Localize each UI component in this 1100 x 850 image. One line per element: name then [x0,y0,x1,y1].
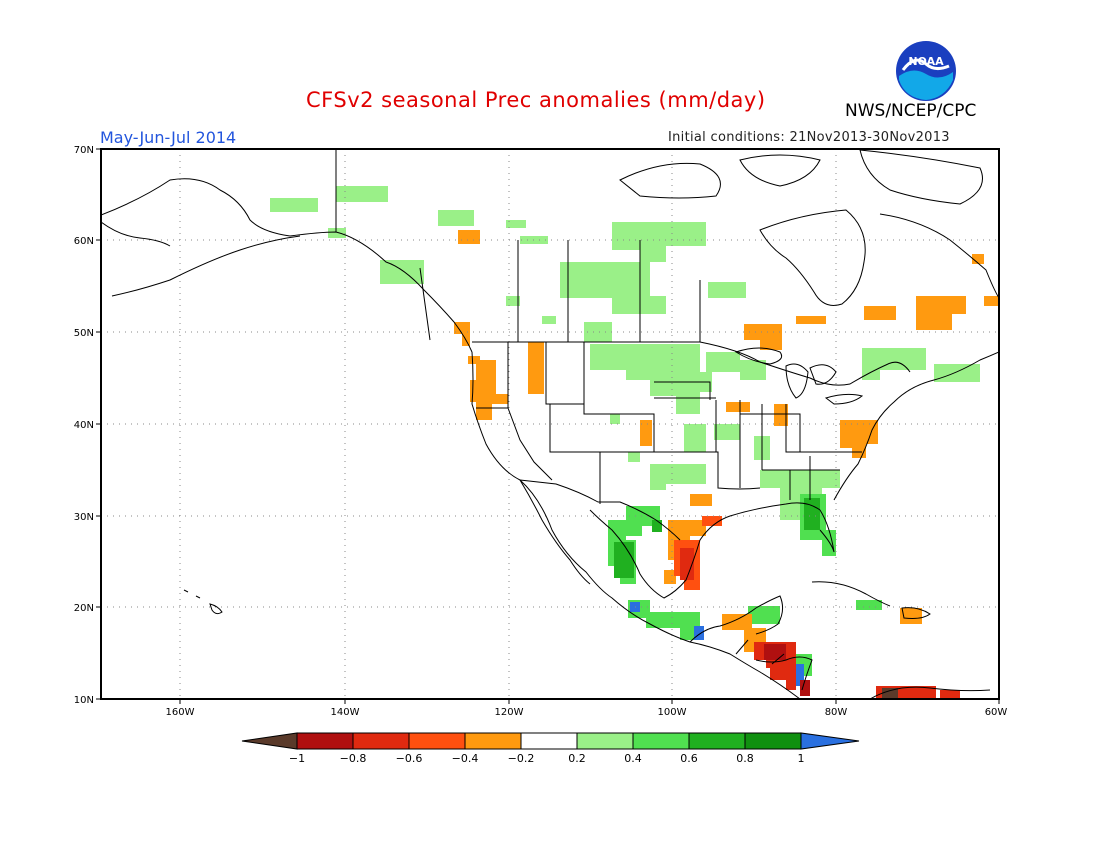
lat-label-70n: 70N [74,145,94,156]
lon-label-100w: 100W [658,707,687,718]
lat-label-50n: 50N [74,328,94,339]
valid-period-label: May-Jun-Jul 2014 [100,128,237,147]
legend-swatch [632,732,690,750]
organization-label: NWS/NCEP/CPC [845,101,977,121]
anomaly-patch-caribbean-green [748,600,882,676]
legend-swatch [744,732,802,750]
map-title: CFSv2 seasonal Prec anomalies (mm/day) [306,88,766,112]
axis-ticks [96,148,1000,704]
anomaly-patch-canada [506,222,746,342]
logo-text: NOAA [908,55,944,68]
lat-label-10n: 10N [74,695,94,706]
noaa-logo: NOAA [895,40,957,106]
anomaly-patch-texas-orange [664,520,922,652]
legend-label: 1 [798,752,805,765]
anomaly-patch-pacific-nw [454,322,544,420]
lat-label-30n: 30N [74,512,94,523]
anomaly-patch-mexico-dark-red [680,548,694,580]
lon-label-140w: 140W [331,707,360,718]
legend-arrow-low [241,732,298,750]
anomaly-patch-alaska [270,186,548,284]
legend-arrow-high [800,732,860,750]
lat-label-40n: 40N [74,420,94,431]
legend-swatch [408,732,466,750]
coastlines [101,149,999,699]
legend-swatch [352,732,410,750]
legend-swatch [688,732,746,750]
legend-label: 0.8 [736,752,754,765]
legend-label: −0.2 [508,752,535,765]
anomaly-patch-central-america-dark [764,644,810,696]
legend-label: −0.6 [396,752,423,765]
legend-swatch [296,732,354,750]
anomaly-shading [270,186,999,699]
legend-label: 0.6 [680,752,698,765]
political-borders [335,149,911,665]
legend-label: −0.8 [340,752,367,765]
color-legend: −1 −0.8 −0.6 −0.4 −0.2 0.2 0.4 0.6 0.8 1 [241,732,860,765]
legend-label: −0.4 [452,752,479,765]
legend-label: 0.2 [568,752,586,765]
legend-label: −1 [289,752,305,765]
anomaly-patch-florida-core [804,498,820,530]
lon-label-60w: 60W [985,707,1008,718]
legend-swatch [464,732,522,750]
lon-label-120w: 120W [495,707,524,718]
legend-swatch [576,732,634,750]
lat-label-20n: 20N [74,603,94,614]
anomaly-patch-west-mexico-dark [614,520,662,578]
anomaly-patch-plains [590,344,980,490]
legend-swatch [520,732,578,750]
lon-label-80w: 80W [825,707,848,718]
anomaly-patch-south-america-brown [882,688,898,699]
lon-label-160w: 160W [166,707,195,718]
initial-conditions-label: Initial conditions: 21Nov2013-30Nov2013 [668,130,950,145]
lat-label-60n: 60N [74,236,94,247]
legend-label: 0.4 [624,752,642,765]
